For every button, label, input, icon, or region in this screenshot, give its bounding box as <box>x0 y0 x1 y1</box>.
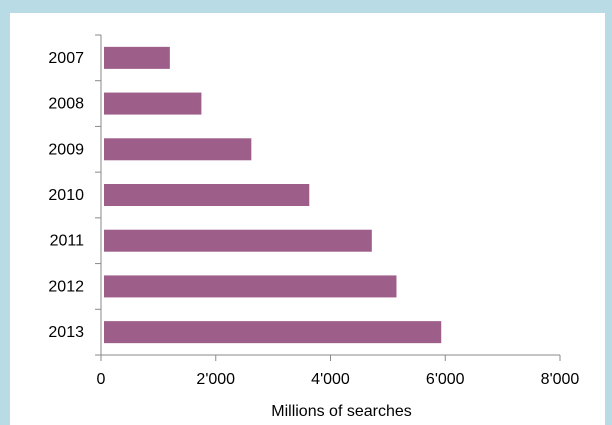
y-tick-label-2007: 2007 <box>48 50 84 67</box>
x-tick-label: 8'000 <box>541 371 580 388</box>
y-tick-label-2010: 2010 <box>48 187 84 204</box>
bar-2008 <box>104 92 202 115</box>
x-tick-label: 6'000 <box>426 371 465 388</box>
chart-panel <box>10 13 605 425</box>
x-axis-title: Millions of searches <box>271 403 412 420</box>
axes-group: 2007 2008 2009 2010 2011 2012 2013 0 2'000 4'000 6… <box>48 34 580 388</box>
y-tick-label-2011: 2011 <box>50 233 85 250</box>
bar-2009 <box>104 138 252 161</box>
x-tick-label: 4'000 <box>311 371 350 388</box>
y-tick-label-2012: 2012 <box>48 278 84 295</box>
y-tick-label-2009: 2009 <box>48 141 84 158</box>
bar-2011 <box>104 229 372 252</box>
bar-2013 <box>104 321 442 344</box>
bar-2010 <box>104 184 310 206</box>
bar-2007 <box>104 46 170 69</box>
x-tick-label: 2'000 <box>196 371 235 388</box>
y-tick-label-2013: 2013 <box>48 324 84 341</box>
bar-2012 <box>104 275 397 298</box>
x-tick-label: 0 <box>97 371 106 388</box>
y-tick-label-2008: 2008 <box>48 96 84 113</box>
bars-group <box>104 46 442 344</box>
